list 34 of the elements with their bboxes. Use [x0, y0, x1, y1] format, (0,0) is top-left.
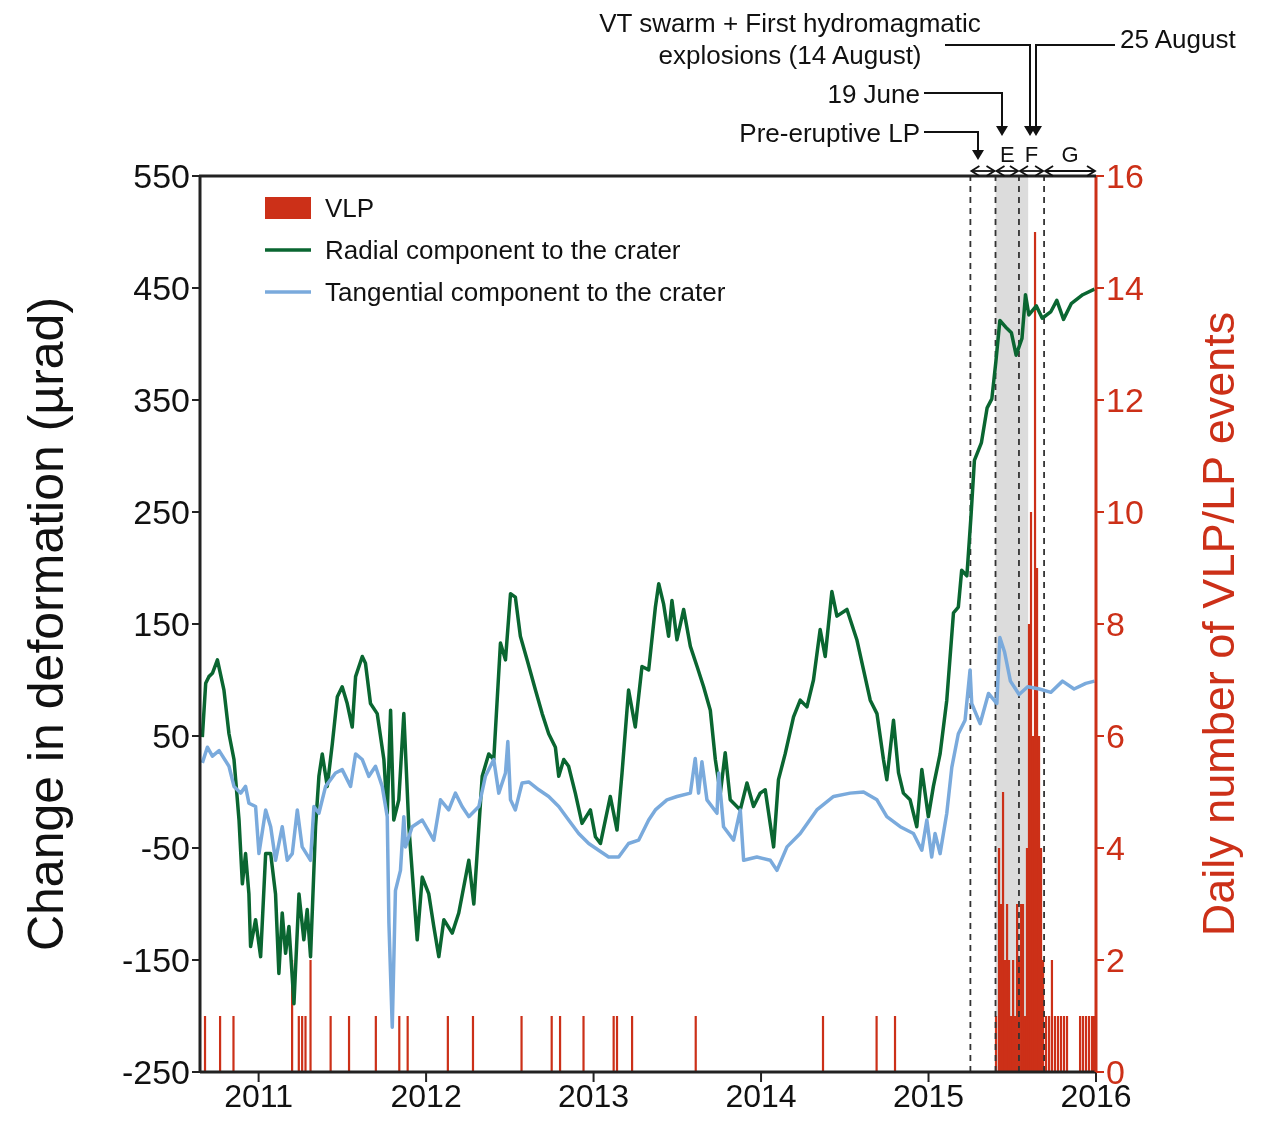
y-tick-label: 150 — [133, 605, 190, 644]
y2-tick-label: 10 — [1106, 493, 1144, 532]
text: G — [1061, 142, 1079, 167]
legend-label: Radial component to the crater — [325, 235, 681, 265]
text: VT swarm + First hydromagmatic explosions (14 August) — [599, 8, 981, 70]
legend-label: Tangential component to the crater — [325, 277, 726, 307]
x-tick-label: 2015 — [892, 1077, 965, 1114]
y2-tick-label: 8 — [1106, 605, 1125, 644]
y-tick-label: -50 — [140, 829, 190, 868]
text: Pre-eruptive LP — [739, 118, 920, 148]
y-axis-title: Change in deformation (µrad) — [18, 296, 75, 952]
text: 25 August — [1120, 24, 1237, 54]
y2-tick-label: 2 — [1106, 941, 1125, 980]
y-tick-label: -250 — [121, 1053, 190, 1092]
text: F — [1024, 142, 1039, 167]
x-tick-label: 2013 — [557, 1077, 630, 1114]
y-tick-label: 550 — [133, 157, 190, 196]
x-tick-label: 2012 — [390, 1077, 462, 1114]
y-tick-label: -150 — [121, 941, 190, 980]
y-tick-label: 350 — [133, 381, 190, 420]
y-tick-label: 450 — [133, 269, 190, 308]
text: E — [999, 142, 1015, 167]
x-tick-label: 2014 — [725, 1077, 797, 1114]
x-tick-label: 2011 — [224, 1077, 294, 1114]
y2-tick-label: 14 — [1106, 269, 1144, 308]
legend-label: VLP — [325, 193, 375, 223]
y2-tick-label: 6 — [1106, 717, 1125, 756]
y-tick-label: 250 — [133, 493, 190, 532]
y2-tick-label: 12 — [1106, 381, 1144, 420]
y-tick-label: 50 — [152, 717, 190, 756]
text: 19 June — [827, 79, 920, 109]
y2-tick-label: 4 — [1106, 829, 1125, 868]
y2-axis-title: Daily number of VLP/LP events — [1192, 311, 1244, 937]
y2-tick-label: 16 — [1106, 157, 1144, 196]
